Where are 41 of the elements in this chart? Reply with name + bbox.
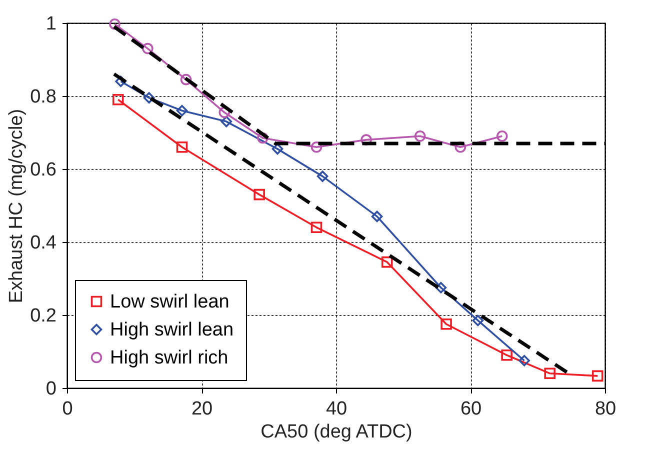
point — [143, 92, 155, 104]
point — [176, 104, 188, 116]
point — [112, 94, 124, 106]
x-tick-label: 60 — [460, 398, 482, 420]
point — [254, 188, 265, 200]
point — [501, 350, 512, 361]
point — [310, 141, 322, 153]
legend-label: Low swirl lean — [110, 292, 230, 312]
point — [544, 368, 556, 380]
x-tick-label: 20 — [191, 398, 213, 420]
point — [440, 318, 452, 330]
legend-label: High swirl rich — [110, 348, 228, 368]
point — [496, 130, 508, 142]
point — [142, 42, 154, 54]
point — [381, 256, 393, 268]
point — [180, 74, 192, 86]
y-tick-label: 1 — [46, 14, 56, 34]
point — [310, 222, 322, 234]
x-tick-label: 40 — [326, 398, 348, 420]
y-axis-title: Exhaust HC (mg/cycle) — [6, 108, 28, 304]
x-tick-label: 80 — [594, 398, 616, 420]
y-tick-label: 0.6 — [30, 160, 56, 180]
point — [472, 314, 484, 326]
point — [220, 116, 232, 128]
point — [109, 18, 120, 30]
y-tick-label: 0.4 — [30, 232, 57, 254]
point — [435, 282, 447, 294]
point — [176, 141, 188, 153]
y-tick-label: 0.2 — [30, 306, 56, 326]
point — [371, 210, 383, 222]
y-tick-label: 0 — [46, 378, 56, 400]
point — [257, 132, 268, 144]
point — [518, 354, 530, 366]
x-tick-label: 0 — [62, 398, 73, 420]
y-tick-label: 0.8 — [30, 86, 56, 108]
point — [592, 370, 604, 382]
point — [360, 134, 372, 146]
x-axis-title: CA50 (deg ATDC) — [260, 422, 412, 442]
point — [316, 170, 328, 182]
legend-label: High swirl lean — [110, 320, 234, 340]
point — [414, 130, 426, 142]
